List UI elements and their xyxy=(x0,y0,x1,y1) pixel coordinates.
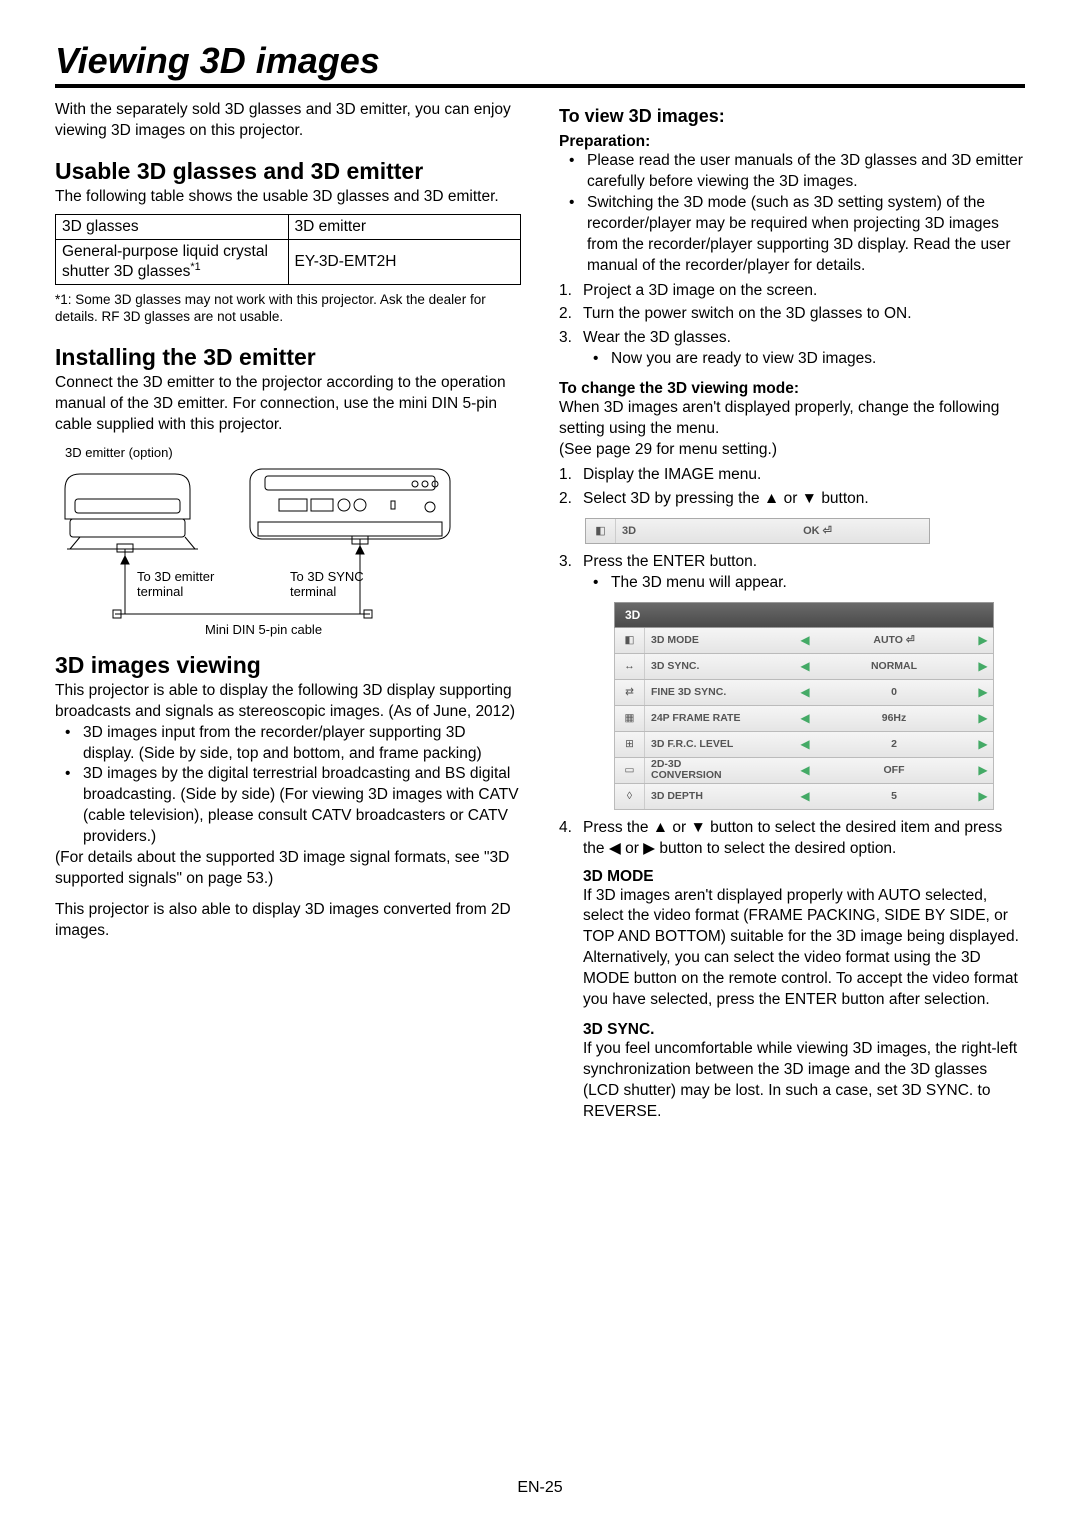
menu-row-icon: ◊ xyxy=(615,784,645,809)
right-arrow-icon: ▶ xyxy=(973,633,993,647)
menu-bar-3d: ◧ 3D OK ⏎ xyxy=(585,518,930,544)
viewing-p1: This projector is able to display the fo… xyxy=(55,681,521,723)
change-heading: To change the 3D viewing mode: xyxy=(559,380,1025,398)
menu-row-value: AUTO ⏎ xyxy=(815,634,973,646)
menu-row-label: 3D MODE xyxy=(645,635,795,646)
right-arrow-icon: ▶ xyxy=(973,737,993,751)
table-cell-glasses-text: General-purpose liquid crystal shutter 3… xyxy=(62,243,268,280)
menu-row-label: 2D-3DCONVERSION xyxy=(645,759,795,781)
right-arrow-icon: ▶ xyxy=(973,763,993,777)
page-title: Viewing 3D images xyxy=(55,40,1025,88)
right-arrow-icon: ▶ xyxy=(973,711,993,725)
left-arrow-icon: ◀ xyxy=(795,659,815,673)
left-arrow-icon: ◀ xyxy=(795,763,815,777)
right-arrow-icon: ▶ xyxy=(973,659,993,673)
menu-row-icon: ◧ xyxy=(615,628,645,653)
prep-bullet-2: Switching the 3D mode (such as 3D settin… xyxy=(559,193,1025,277)
toview-step-3-text: Wear the 3D glasses. xyxy=(583,329,731,346)
viewing-bullet-1: 3D images input from the recorder/player… xyxy=(55,723,521,765)
menu-row-label: 24P FRAME RATE xyxy=(645,713,795,724)
menu-row-label: FINE 3D SYNC. xyxy=(645,687,795,698)
left-column: With the separately sold 3D glasses and … xyxy=(55,100,521,1123)
prep-bullet-1: Please read the user manuals of the 3D g… xyxy=(559,151,1025,193)
install-heading: Installing the 3D emitter xyxy=(55,344,521,371)
menu-3d-row: ▦24P FRAME RATE◀96Hz▶ xyxy=(614,706,994,732)
page-number: EN-25 xyxy=(0,1479,1080,1497)
right-arrow-icon: ▶ xyxy=(973,789,993,803)
usable-heading: Usable 3D glasses and 3D emitter xyxy=(55,158,521,185)
left-arrow-icon: ◀ xyxy=(795,737,815,751)
menu-row-label: 3D F.R.C. LEVEL xyxy=(645,739,795,750)
menu-3d-row: ⊞3D F.R.C. LEVEL◀2▶ xyxy=(614,732,994,758)
install-desc: Connect the 3D emitter to the projector … xyxy=(55,373,521,436)
footnote-ref: *1 xyxy=(190,261,200,273)
menu-row-icon: ↔ xyxy=(615,654,645,679)
menu-3d-row: ▭2D-3DCONVERSION◀OFF▶ xyxy=(614,758,994,784)
change-p2: (See page 29 for menu setting.) xyxy=(559,440,1025,461)
usable-footnote: *1: Some 3D glasses may not work with th… xyxy=(55,291,521,326)
menu-3d-panel: 3D ◧3D MODE◀AUTO ⏎▶↔3D SYNC.◀NORMAL▶⇄FIN… xyxy=(614,602,994,810)
menu-3d-row: ◊3D DEPTH◀5▶ xyxy=(614,784,994,810)
preparation-label: Preparation: xyxy=(559,133,1025,151)
toview-step-1: Project a 3D image on the screen. xyxy=(559,281,1025,302)
sync-heading: 3D SYNC. xyxy=(583,1021,1025,1039)
to-emitter-label: To 3D emitter terminal xyxy=(137,569,237,599)
usable-desc: The following table shows the usable 3D … xyxy=(55,187,521,208)
mode-heading: 3D MODE xyxy=(583,868,1025,886)
to-sync-label: To 3D SYNC terminal xyxy=(290,569,390,599)
change-step-3: Press the ENTER button. The 3D menu will… xyxy=(559,552,1025,594)
menu-row-label: 3D DEPTH xyxy=(645,791,795,802)
menu-3d-row: ⇄FINE 3D SYNC.◀0▶ xyxy=(614,680,994,706)
menu-row-value: 5 xyxy=(815,790,973,802)
menu-row-icon: ▦ xyxy=(615,706,645,731)
emitter-label: 3D emitter (option) xyxy=(65,445,173,460)
left-arrow-icon: ◀ xyxy=(795,685,815,699)
left-arrow-icon: ◀ xyxy=(795,789,815,803)
menu-row-value: NORMAL xyxy=(815,660,973,672)
change-step-3-text: Press the ENTER button. xyxy=(583,553,757,570)
menu-row-icon: ⇄ xyxy=(615,680,645,705)
change-step-3-bullet: The 3D menu will appear. xyxy=(583,573,1025,594)
sync-text: If you feel uncomfortable while viewing … xyxy=(583,1039,1025,1123)
right-column: To view 3D images: Preparation: Please r… xyxy=(559,100,1025,1123)
toview-step-3-bullet: Now you are ready to view 3D images. xyxy=(583,349,1025,370)
change-step-4: Press the ▲ or ▼ button to select the de… xyxy=(559,818,1025,860)
toview-step-3: Wear the 3D glasses. Now you are ready t… xyxy=(559,328,1025,370)
change-step-1: Display the IMAGE menu. xyxy=(559,465,1025,486)
emitter-diagram: 3D emitter (option) To 3D emitter termin… xyxy=(55,444,521,634)
table-header-emitter: 3D emitter xyxy=(288,214,521,239)
table-cell-glasses: General-purpose liquid crystal shutter 3… xyxy=(56,239,289,284)
viewing-p2: (For details about the supported 3D imag… xyxy=(55,848,521,890)
change-step-2: Select 3D by pressing the ▲ or ▼ button. xyxy=(559,489,1025,510)
mode-text: If 3D images aren't displayed properly w… xyxy=(583,886,1025,1012)
cable-label: Mini DIN 5-pin cable xyxy=(205,622,322,637)
menu-bar-value: OK ⏎ xyxy=(706,524,929,537)
viewing-heading: 3D images viewing xyxy=(55,652,521,679)
left-arrow-icon: ◀ xyxy=(795,711,815,725)
menu-row-label: 3D SYNC. xyxy=(645,661,795,672)
left-arrow-icon: ◀ xyxy=(795,633,815,647)
menu-3d-row: ◧3D MODE◀AUTO ⏎▶ xyxy=(614,628,994,654)
right-arrow-icon: ▶ xyxy=(973,685,993,699)
menu-row-value: 0 xyxy=(815,686,973,698)
menu-row-value: OFF xyxy=(815,764,973,776)
intro-text: With the separately sold 3D glasses and … xyxy=(55,100,521,142)
menu-row-value: 96Hz xyxy=(815,712,973,724)
menu-row-value: 2 xyxy=(815,738,973,750)
toview-heading: To view 3D images: xyxy=(559,106,1025,127)
change-p1: When 3D images aren't displayed properly… xyxy=(559,398,1025,440)
table-header-glasses: 3D glasses xyxy=(56,214,289,239)
menu-bar-label: 3D xyxy=(616,525,706,537)
menu-row-icon: ▭ xyxy=(615,758,645,783)
menu-3d-row: ↔3D SYNC.◀NORMAL▶ xyxy=(614,654,994,680)
usable-table: 3D glasses 3D emitter General-purpose li… xyxy=(55,214,521,285)
toview-step-2: Turn the power switch on the 3D glasses … xyxy=(559,304,1025,325)
table-cell-emitter: EY-3D-EMT2H xyxy=(288,239,521,284)
menu-row-icon: ⊞ xyxy=(615,732,645,757)
viewing-p3: This projector is also able to display 3… xyxy=(55,900,521,942)
menu-bar-icon: ◧ xyxy=(586,519,616,543)
viewing-bullet-2: 3D images by the digital terrestrial bro… xyxy=(55,764,521,848)
menu-3d-title: 3D xyxy=(614,602,994,628)
